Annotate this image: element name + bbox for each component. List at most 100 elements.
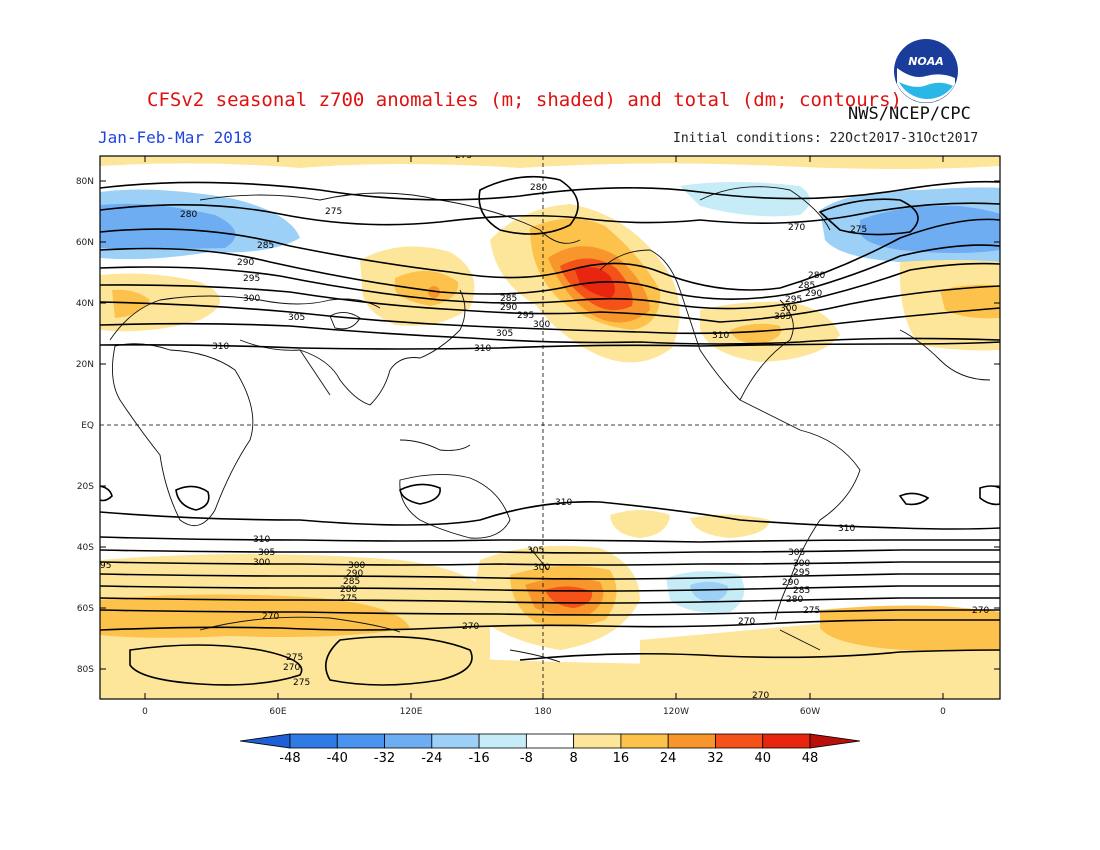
contour-label: 300 <box>780 304 797 314</box>
contour-label: 275 <box>455 151 472 161</box>
contour-label: 305 <box>496 329 513 339</box>
contour-label: 295 <box>517 311 534 321</box>
contour-label: 295 <box>243 274 260 284</box>
lon-label: 0 <box>142 707 148 717</box>
contour-label: 310 <box>253 535 270 545</box>
colorbar-swatch <box>289 733 338 749</box>
colorbar-swatch <box>431 733 480 749</box>
lon-label: 180 <box>534 707 551 717</box>
contour-label: 300 <box>243 294 260 304</box>
contour-label: 300 <box>793 559 810 569</box>
latitude-labels: 80N 60N 40N 20N EQ 20S 40S 60S 80S <box>76 177 94 675</box>
colorbar-tick-label: -24 <box>421 751 442 766</box>
height-contours <box>100 175 1000 686</box>
contour-label: 280 <box>530 183 547 193</box>
colorbar-swatch <box>384 733 433 749</box>
contour-label: 290 <box>237 258 254 268</box>
contour-label: 270 <box>262 612 279 622</box>
lat-label: 40S <box>77 543 94 553</box>
season-label: Jan-Feb-Mar 2018 <box>98 128 253 147</box>
contour-label: 300 <box>253 558 270 568</box>
colorbar-swatch <box>762 733 811 749</box>
contour-label: 305 <box>288 313 305 323</box>
longitude-labels: 0 60E 120E 180 120W 60W 0 <box>142 707 946 717</box>
contour-label: 275 <box>850 225 867 235</box>
lat-label: EQ <box>81 421 94 431</box>
colorbar-arrow-low <box>239 733 291 749</box>
colorbar-swatch <box>573 733 622 749</box>
colorbar-swatch <box>667 733 716 749</box>
contour-label: 275 <box>286 653 303 663</box>
contour-label: 300 <box>533 563 550 573</box>
lat-label: 20S <box>77 482 94 492</box>
contour-label: 280 <box>786 595 803 605</box>
contour-label: 310 <box>838 524 855 534</box>
colorbar-arrow-high <box>809 733 861 749</box>
colorbar-swatch <box>715 733 764 749</box>
contour-label: 95 <box>100 561 111 571</box>
contour-label: 305 <box>258 548 275 558</box>
axis-ticks <box>100 156 1000 699</box>
contour-label: 270 <box>462 622 479 632</box>
colorbar-tick-label: -40 <box>327 751 348 766</box>
contour-label: 280 <box>340 585 357 595</box>
svg-text:NOAA: NOAA <box>908 55 944 68</box>
lat-label: 80S <box>77 665 94 675</box>
colorbar-swatch <box>478 733 527 749</box>
colorbar-tick-label: 8 <box>569 751 577 766</box>
contour-label: 290 <box>346 569 363 579</box>
contour-label: 280 <box>180 210 197 220</box>
contour-label: 295 <box>793 568 810 578</box>
contour-label: 305 <box>788 548 805 558</box>
contour-label: 310 <box>474 344 491 354</box>
contour-label: 300 <box>348 561 365 571</box>
contour-label: 290 <box>500 303 517 313</box>
lon-label: 120W <box>663 707 689 717</box>
initial-conditions-label: Initial conditions: 22Oct2017-31Oct2017 <box>673 131 979 146</box>
colorbar-tick-label: -8 <box>520 751 533 766</box>
contour-label: 280 <box>808 271 825 281</box>
reference-lines <box>100 156 1000 699</box>
contour-label: 270 <box>972 606 989 616</box>
colorbar-tick-label: 24 <box>660 751 677 766</box>
colorbar-tick-label: 48 <box>802 751 819 766</box>
noaa-logo: NOAA <box>894 39 958 103</box>
contour-label: 275 <box>293 678 310 688</box>
agency-label: NWS/NCEP/CPC <box>848 104 971 124</box>
lon-label: 0 <box>940 707 946 717</box>
contour-label: 285 <box>257 241 274 251</box>
contour-label: 310 <box>712 331 729 341</box>
colorbar-tick-label: 16 <box>613 751 630 766</box>
contour-label: 300 <box>533 320 550 330</box>
lat-label: 60N <box>76 238 94 248</box>
contour-label: 285 <box>500 294 517 304</box>
colorbar-swatch <box>620 733 669 749</box>
lat-label: 40N <box>76 299 94 309</box>
colorbar-tick-label: -32 <box>374 751 395 766</box>
contour-labels: 275 280 280 275 285 290 295 300 305 310 … <box>100 151 989 701</box>
colorbar-swatch <box>525 733 575 749</box>
contour-label: 305 <box>527 546 544 556</box>
lon-label: 120E <box>400 707 423 717</box>
contour-label: 270 <box>283 663 300 673</box>
colorbar-tick-label: 32 <box>707 751 724 766</box>
lon-label: 60E <box>269 707 286 717</box>
contour-label: 285 <box>798 281 815 291</box>
lat-label: 80N <box>76 177 94 187</box>
contour-label: 275 <box>340 594 357 604</box>
contour-label: 290 <box>782 578 799 588</box>
contour-label: 305 <box>774 312 791 322</box>
contour-label: 285 <box>343 577 360 587</box>
lon-label: 60W <box>800 707 820 717</box>
contour-label: 270 <box>738 617 755 627</box>
colorbar-tick-label: -16 <box>468 751 489 766</box>
contour-label: 270 <box>752 691 769 701</box>
contour-label: 290 <box>805 289 822 299</box>
contour-label: 275 <box>325 207 342 217</box>
contour-label: 295 <box>785 295 802 305</box>
lat-label: 20N <box>76 360 94 370</box>
anomaly-shading <box>100 156 1000 699</box>
contour-label: 310 <box>555 498 572 508</box>
contour-label: 310 <box>212 342 229 352</box>
